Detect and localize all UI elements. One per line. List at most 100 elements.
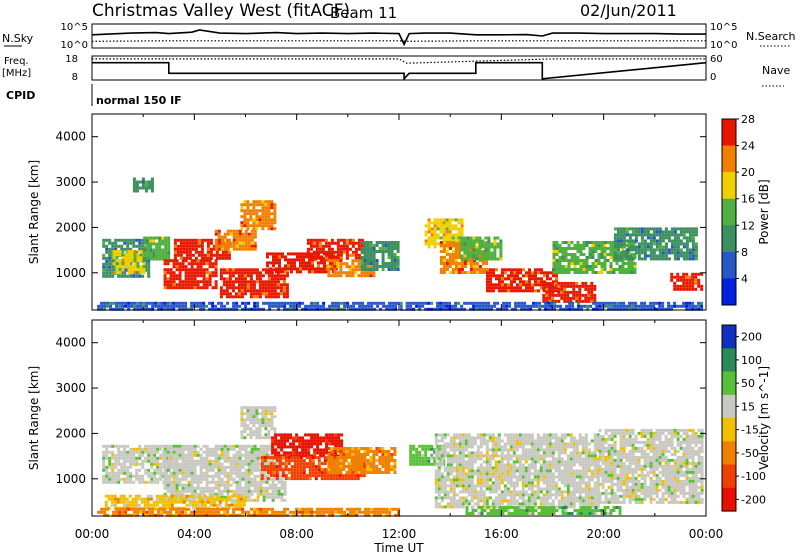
heatmap-cell bbox=[543, 271, 546, 275]
heatmap-cell bbox=[220, 480, 224, 484]
heatmap-cell bbox=[276, 292, 280, 296]
heatmap-cell bbox=[582, 262, 586, 265]
heatmap-cell bbox=[700, 287, 704, 291]
heatmap-cell bbox=[481, 304, 485, 308]
heatmap-cell bbox=[466, 254, 470, 258]
heatmap-cell bbox=[229, 468, 233, 472]
heatmap-cell bbox=[167, 245, 171, 249]
heatmap-cell bbox=[442, 247, 446, 250]
heatmap-cell bbox=[214, 307, 218, 311]
heatmap-cell bbox=[232, 471, 236, 475]
heatmap-cell bbox=[247, 465, 251, 469]
heatmap-cell bbox=[175, 447, 179, 451]
heatmap-cell bbox=[357, 468, 361, 471]
heatmap-cell bbox=[235, 307, 239, 311]
heatmap-cell bbox=[271, 489, 275, 493]
heatmap-cell bbox=[267, 209, 271, 213]
heatmap-cell bbox=[259, 453, 263, 457]
heatmap-cell bbox=[226, 480, 230, 484]
heatmap-cell bbox=[261, 412, 265, 416]
heatmap-cell bbox=[258, 209, 262, 213]
heatmap-cell bbox=[545, 296, 549, 300]
heatmap-cell bbox=[406, 307, 410, 311]
heatmap-cell bbox=[427, 236, 431, 240]
heatmap-cell bbox=[238, 456, 242, 460]
heatmap-cell bbox=[350, 477, 354, 481]
heatmap-cell bbox=[147, 450, 151, 454]
heatmap-cell bbox=[165, 471, 169, 475]
heatmap-cell bbox=[673, 239, 677, 243]
heatmap-cell bbox=[190, 447, 194, 451]
heatmap-cell bbox=[622, 239, 626, 243]
heatmap-cell bbox=[597, 271, 601, 274]
heatmap-cell bbox=[561, 256, 565, 259]
heatmap-cell bbox=[163, 465, 167, 469]
heatmap-cell bbox=[655, 242, 659, 246]
heatmap-cell bbox=[552, 271, 556, 274]
heatmap-cell bbox=[278, 462, 282, 466]
heatmap-cell bbox=[270, 292, 274, 296]
heatmap-cell bbox=[268, 495, 272, 499]
heatmap-cell bbox=[323, 474, 327, 478]
heatmap-cell bbox=[486, 280, 489, 284]
heatmap-cell bbox=[214, 480, 218, 484]
heatmap-cell bbox=[472, 304, 476, 308]
heatmap-cell bbox=[342, 450, 346, 453]
heatmap-cell bbox=[123, 480, 127, 484]
heatmap-cell bbox=[200, 256, 204, 260]
heatmap-cell bbox=[481, 301, 485, 305]
heatmap-cell bbox=[487, 236, 491, 240]
heatmap-cell bbox=[182, 497, 186, 501]
heatmap-cell bbox=[685, 275, 689, 279]
heatmap-cell bbox=[188, 256, 192, 260]
heatmap-cell bbox=[613, 251, 617, 255]
heatmap-cell bbox=[375, 250, 379, 253]
heatmap-cell bbox=[132, 183, 136, 187]
freq-tick-low: 8 bbox=[72, 72, 78, 83]
heatmap-cell bbox=[619, 233, 623, 237]
heatmap-cell bbox=[211, 453, 215, 457]
heatmap-cell bbox=[351, 271, 355, 275]
heatmap-cell bbox=[603, 247, 607, 250]
heatmap-cell bbox=[676, 278, 680, 282]
heatmap-cell bbox=[457, 233, 461, 237]
heatmap-cell bbox=[495, 268, 498, 272]
heatmap-cell bbox=[393, 450, 397, 453]
heatmap-cell bbox=[178, 277, 182, 281]
heatmap-cell bbox=[463, 236, 467, 240]
heatmap-cell bbox=[323, 252, 326, 256]
heatmap-cell bbox=[188, 241, 192, 245]
heatmap-cell bbox=[516, 283, 519, 287]
heatmap-cell bbox=[202, 474, 206, 478]
heatmap-cell bbox=[640, 304, 644, 308]
heatmap-cell bbox=[454, 262, 458, 265]
heatmap-cell bbox=[673, 251, 677, 255]
heatmap-cell bbox=[646, 242, 650, 246]
heatmap-cell bbox=[256, 301, 260, 305]
heatmap-cell bbox=[202, 471, 206, 475]
heatmap-cell bbox=[173, 250, 177, 254]
heatmap-cell bbox=[625, 233, 629, 237]
heatmap-cell bbox=[679, 248, 683, 252]
heatmap-cell bbox=[176, 494, 180, 498]
heatmap-cell bbox=[308, 267, 311, 271]
heatmap-cell bbox=[339, 238, 343, 242]
heatmap-cell bbox=[327, 253, 331, 257]
heatmap-cell bbox=[573, 265, 577, 268]
heatmap-cell bbox=[327, 244, 331, 248]
heatmap-cell bbox=[475, 254, 479, 258]
heatmap-cell bbox=[487, 301, 491, 305]
heatmap-cell bbox=[214, 238, 218, 242]
heatmap-cell bbox=[316, 442, 320, 446]
heatmap-cell bbox=[258, 280, 262, 284]
heatmap-cell bbox=[448, 221, 452, 225]
heatmap-cell bbox=[587, 299, 591, 303]
heatmap-cell bbox=[205, 450, 209, 454]
heatmap-cell bbox=[637, 304, 641, 308]
heatmap-cell bbox=[581, 281, 585, 285]
heatmap-cell bbox=[667, 230, 671, 234]
heatmap-cell bbox=[354, 268, 358, 272]
heatmap-cell bbox=[214, 268, 218, 272]
heatmap-cell bbox=[478, 239, 482, 243]
heatmap-cell bbox=[490, 245, 494, 249]
